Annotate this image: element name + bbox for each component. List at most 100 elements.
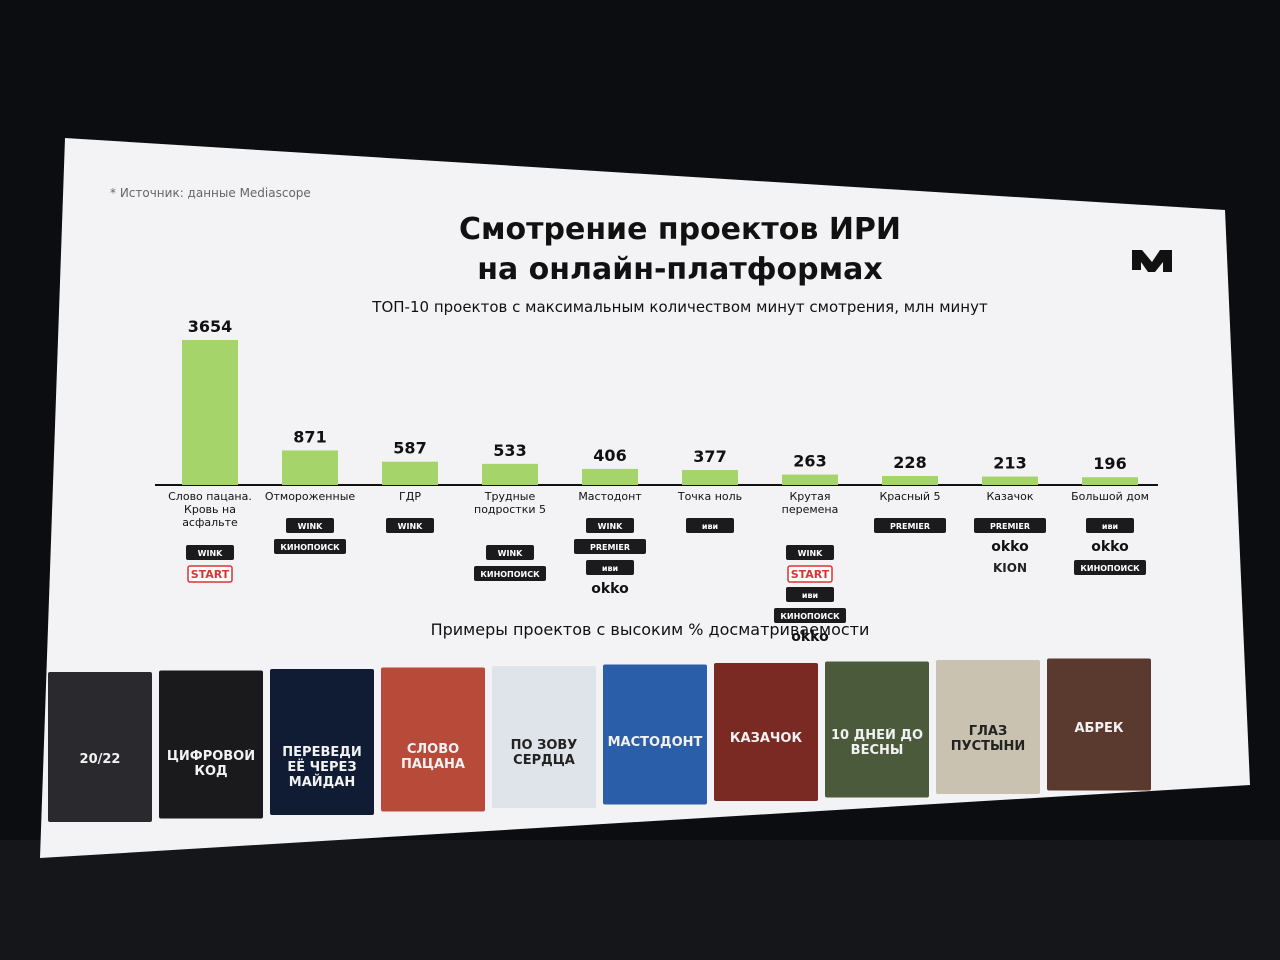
platform-logo: WINK [798, 549, 823, 558]
category-label: Мастодонт [578, 490, 642, 503]
platform-logo: WINK [298, 522, 323, 531]
platform-badge [686, 518, 734, 533]
platform-logo: КИНОПОИСК [280, 543, 340, 552]
platform-badge [1086, 518, 1134, 533]
platform-badge [486, 545, 534, 560]
platform-badge [574, 539, 646, 554]
bar [182, 340, 238, 485]
value-label: 213 [993, 454, 1026, 473]
poster-title-box: МАСТОДОНТ [607, 734, 703, 750]
poster [714, 663, 818, 801]
chart-title-box: Смотрение проектов ИРИ на онлайн-платфор… [458, 212, 902, 287]
platform-logo: иви [802, 591, 818, 600]
category-label-box: Слово пацана. Кровь на асфальте [168, 490, 252, 529]
category-label: Трудные подростки 5 [474, 490, 546, 516]
platform-badge [787, 565, 833, 583]
chart-subtitle-box: ТОП-10 проектов с максимальным количеств… [372, 298, 988, 316]
logo [1132, 250, 1172, 272]
platform-badge [386, 518, 434, 533]
platform-logo: WINK [598, 522, 623, 531]
platform-logo: okko [1091, 539, 1129, 555]
platform-logo: START [191, 568, 230, 581]
platform-badge [586, 518, 634, 533]
poster-title: ЦИФРОВОЙ КОД [166, 748, 256, 779]
platform-logo: okko [591, 581, 629, 597]
platform-logo: PREMIER [590, 543, 630, 552]
poster [492, 666, 596, 808]
poster [603, 664, 707, 805]
poster-title-box: АБРЕК [1074, 720, 1124, 736]
bar [982, 476, 1038, 485]
platform-logo: иви [702, 522, 718, 531]
poster-title-box: ЦИФРОВОЙ КОД [166, 748, 256, 779]
platform-badge [274, 539, 346, 554]
category-label-box: Большой дом [1071, 490, 1149, 503]
poster-title: АБРЕК [1074, 720, 1124, 736]
chart-subtitle: ТОП-10 проектов с максимальным количеств… [372, 298, 988, 316]
bar [682, 470, 738, 485]
platform-badge [187, 565, 233, 583]
category-label-box: Отмороженные [265, 490, 355, 503]
chart-title: Смотрение проектов ИРИ на онлайн-платфор… [458, 212, 902, 287]
category-label: Большой дом [1071, 490, 1149, 503]
platform-logo: okko [991, 539, 1029, 555]
category-label-box: ГДР [399, 490, 421, 503]
poster-title: 10 ДНЕЙ ДО ВЕСНЫ [831, 727, 923, 758]
bar [482, 463, 538, 485]
poster [48, 672, 152, 822]
platform-badge [874, 518, 946, 533]
value-label: 406 [593, 446, 626, 465]
platform-badge [786, 587, 834, 602]
poster-title: СЛОВО ПАЦАНА [400, 741, 465, 772]
examples-title-box: Примеры проектов с высоким % досматривае… [431, 620, 870, 639]
poster-title-box: КАЗАЧОК [729, 731, 803, 746]
category-label-box: Красный 5 [879, 490, 940, 503]
poster-title: КАЗАЧОК [729, 731, 803, 746]
platform-logo: START [791, 568, 830, 581]
platform-badge [1074, 560, 1146, 575]
poster-title: МАСТОДОНТ [607, 734, 703, 750]
platform-logo: WINK [198, 549, 223, 558]
value-label: 228 [893, 453, 926, 472]
platform-logo: иви [1102, 522, 1118, 531]
platform-badge [186, 545, 234, 560]
platform-logo: PREMIER [990, 522, 1030, 531]
value-label: 263 [793, 452, 826, 471]
platform-logo: иви [602, 564, 618, 573]
platform-badge [774, 608, 846, 623]
poster [825, 661, 929, 798]
platform-badge [474, 566, 546, 581]
platform-logo: WINK [398, 522, 423, 531]
shelf [0, 840, 1280, 960]
poster [159, 670, 263, 819]
category-label-box: Точка ноль [678, 490, 742, 503]
category-label: Слово пацана. Кровь на асфальте [168, 490, 252, 529]
poster [1047, 658, 1151, 791]
category-label-box: Мастодонт [578, 490, 642, 503]
platform-logo: КИНОПОИСК [480, 570, 540, 579]
category-label-box: Крутая перемена [781, 490, 839, 516]
platform-logo: KION [993, 561, 1027, 575]
value-label: 377 [693, 447, 726, 466]
platform-badge [586, 560, 634, 575]
platform-logo: PREMIER [890, 522, 930, 531]
poster-title-box: 10 ДНЕЙ ДО ВЕСНЫ [831, 727, 923, 758]
note: * Источник: данные Mediascope [110, 186, 311, 200]
note-box: * Источник: данные Mediascope [110, 186, 311, 200]
value-label: 533 [493, 441, 526, 460]
category-label: Крутая перемена [781, 490, 839, 516]
category-label-box: Трудные подростки 5 [474, 490, 546, 516]
value-label: 3654 [188, 317, 233, 336]
poster-title: ПО ЗОВУ СЕРДЦА [510, 738, 578, 768]
poster-title-box: 20/22 [80, 752, 121, 767]
bar [1082, 477, 1138, 485]
poster-title-box: ГЛАЗ ПУСТЫНИ [950, 724, 1026, 754]
bar [382, 461, 438, 485]
poster-title: ГЛАЗ ПУСТЫНИ [950, 724, 1026, 754]
bar [782, 474, 838, 485]
poster-title: ПЕРЕВЕДИ ЕЁ ЧЕРЕЗ МАЙДАН [282, 745, 362, 790]
bar [882, 475, 938, 485]
value-label: 196 [1093, 454, 1126, 473]
category-label: ГДР [399, 490, 421, 503]
